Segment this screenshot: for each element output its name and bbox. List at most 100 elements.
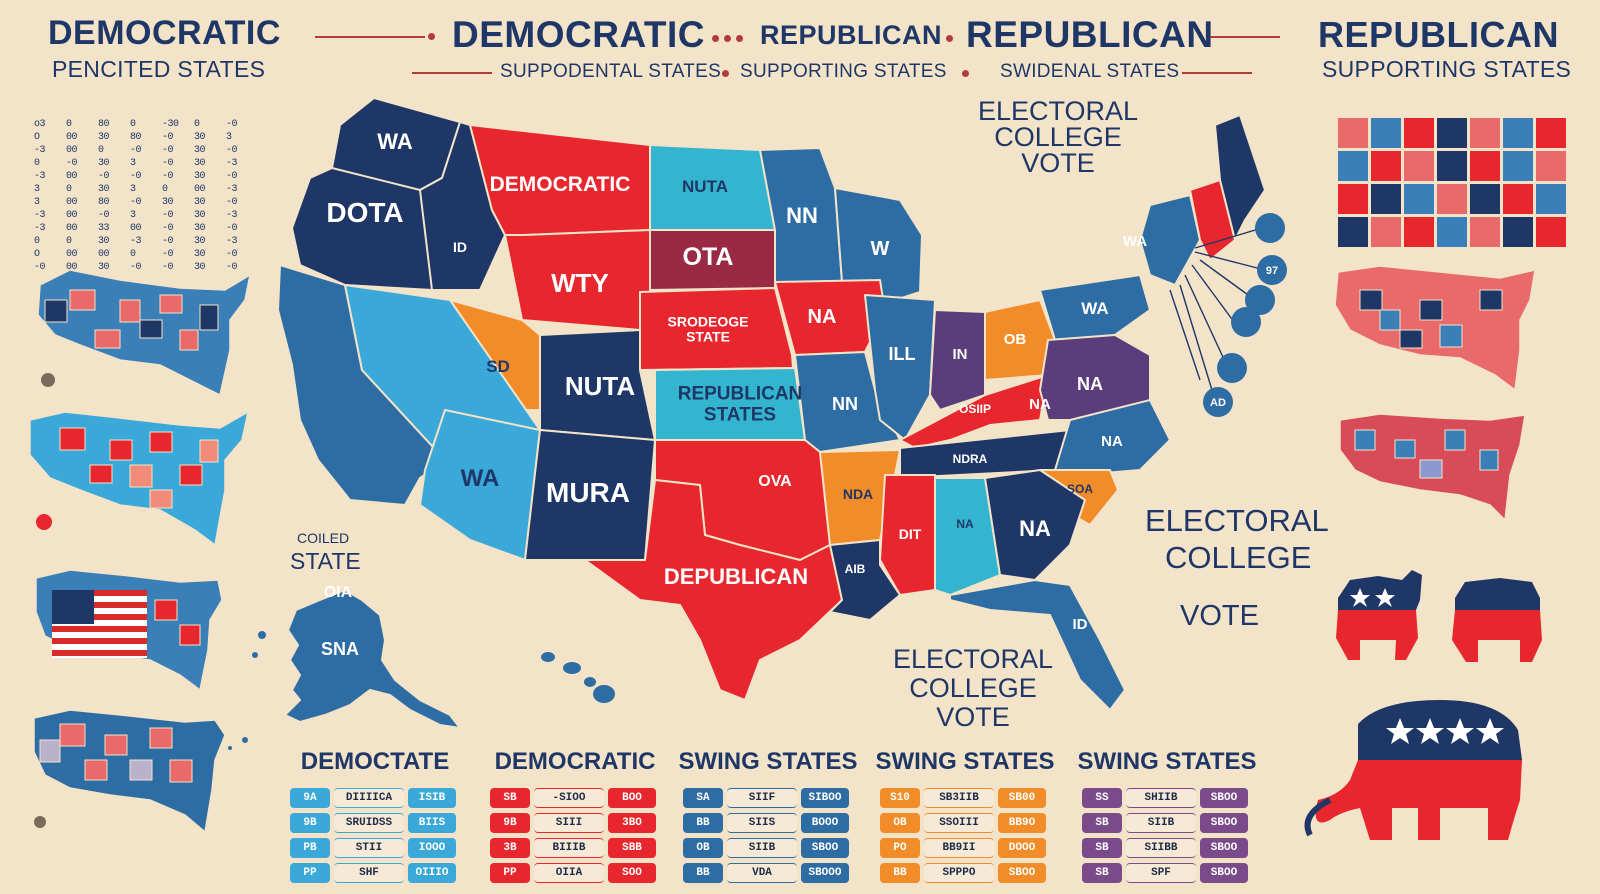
- table-title: SWING STATES: [1077, 748, 1257, 775]
- table-cell: SIIS: [727, 813, 797, 833]
- state-label: NA: [808, 306, 837, 328]
- grid-square: [1404, 118, 1434, 148]
- table-cell: SPPPO: [924, 863, 994, 883]
- state-label: SNA: [321, 639, 359, 659]
- table-cell: SBOO: [1200, 788, 1248, 808]
- table-cell: SBB: [608, 838, 656, 858]
- state-label: ID: [453, 239, 467, 255]
- table-cell: SIIF: [727, 788, 797, 808]
- state-label: WA: [1081, 299, 1108, 318]
- state-label: WA: [377, 129, 413, 154]
- state-label: NUTA: [682, 177, 728, 196]
- electoral-vote-right-1: ELECTORAL: [1145, 503, 1329, 538]
- table-cell: BIIIB: [534, 838, 604, 858]
- table-cell: SB: [1082, 813, 1122, 833]
- table-cell: SB: [490, 788, 530, 808]
- header-center-title-2: REPUBLICAN: [760, 20, 943, 50]
- header-left-subtitle: PENCITED STATES: [52, 56, 266, 82]
- grid-square: [1470, 151, 1500, 181]
- table-cell: SOO: [608, 863, 656, 883]
- grid-square: [1371, 151, 1401, 181]
- table-cell: SBOO: [1200, 863, 1248, 883]
- table-cell: OB: [880, 813, 920, 833]
- state-label: DEPUBLICAN: [664, 564, 808, 589]
- state-label: NN: [786, 203, 818, 228]
- state-region: [934, 477, 1001, 596]
- header-divider: [315, 36, 425, 38]
- table-cell: BOO: [608, 788, 656, 808]
- header-divider: [1210, 36, 1280, 38]
- header-dot: [736, 35, 743, 42]
- mini-map-4: [33, 709, 226, 834]
- state-region: [984, 469, 1086, 581]
- table-cell: DOOO: [998, 838, 1046, 858]
- grid-square: [1437, 217, 1467, 247]
- state-region: [1214, 114, 1266, 241]
- table-cell: SPF: [1126, 863, 1196, 883]
- electoral-vote-right-2: COLLEGE: [1165, 540, 1312, 575]
- state-label: OIA: [324, 584, 353, 601]
- table-cell: SBOO: [801, 838, 849, 858]
- state-label: SRODEOGE STATE: [668, 313, 749, 344]
- grid-square: [1338, 184, 1368, 214]
- state-label: NA: [1101, 433, 1123, 450]
- table-cell: 3BO: [608, 813, 656, 833]
- header-center-title-3: REPUBLICAN: [966, 14, 1214, 55]
- grid-square: [1338, 217, 1368, 247]
- state-label: OSIIP: [959, 402, 991, 416]
- grid-square: [1437, 151, 1467, 181]
- table-cell: OIIIO: [408, 863, 456, 883]
- grid-square: [1404, 217, 1434, 247]
- northeast-badges: 97 AD: [1203, 213, 1287, 417]
- elephant-icon-large: [1304, 700, 1522, 840]
- state-label: NA: [1019, 516, 1051, 541]
- table-cell: SIBOO: [801, 788, 849, 808]
- state-label: AIB: [845, 562, 866, 576]
- grid-square: [1437, 184, 1467, 214]
- states-layer: [277, 97, 1266, 711]
- table-cell: S10: [880, 788, 920, 808]
- state-label: NDRA: [953, 452, 988, 466]
- state-label: DIT: [899, 526, 922, 542]
- table-cell: -SIOO: [534, 788, 604, 808]
- grid-square: [1503, 118, 1533, 148]
- table-cell: SB3IIB: [924, 788, 994, 808]
- right-mini-map-1: [1334, 265, 1536, 392]
- state-label: SD: [486, 357, 510, 376]
- table-cell: BB: [880, 863, 920, 883]
- electoral-vote-right-3: VOTE: [1180, 600, 1259, 632]
- grid-square: [1404, 151, 1434, 181]
- table-cell: 9B: [490, 813, 530, 833]
- state-label: ID: [1073, 616, 1088, 633]
- legend-column: 80 30 0 30 -0 30 80 -0 33 30 00 30: [98, 119, 110, 273]
- state-region: [344, 284, 541, 461]
- mini-map-2: [29, 410, 250, 547]
- state-label: OTA: [683, 243, 734, 271]
- table-cell: 9A: [290, 788, 330, 808]
- table-cell: 9B: [290, 813, 330, 833]
- table-cell: BB9O: [998, 813, 1046, 833]
- northeast-callouts: [1169, 227, 1266, 401]
- grid-square: [1470, 217, 1500, 247]
- header-divider: [412, 72, 492, 74]
- grid-square: [1536, 184, 1566, 214]
- grid-square: [1470, 118, 1500, 148]
- table-cell: SIIBB: [1126, 838, 1196, 858]
- grid-square: [1470, 184, 1500, 214]
- table-cell: PP: [290, 863, 330, 883]
- table-cell: OIIA: [534, 863, 604, 883]
- state-region: [829, 539, 901, 621]
- header-dot: [724, 35, 731, 42]
- legend-column: -30 -0 -0 -0 -0 0 30 -0 -0 -0 -0 -0: [162, 119, 179, 273]
- table-title: SWING STATES: [875, 748, 1055, 775]
- state-label: REPUBLICAN STATES: [678, 384, 803, 426]
- header-center-sub-2: SUPPORTING STATES: [740, 61, 947, 82]
- header-dot: [946, 35, 953, 42]
- grid-square: [1404, 184, 1434, 214]
- callout-badge-label: AD: [1210, 397, 1226, 409]
- table-cell: STII: [334, 838, 404, 858]
- state-alaska: [283, 588, 463, 730]
- table-cell: SIII: [534, 813, 604, 833]
- grid-square: [1503, 184, 1533, 214]
- table-cell: PB: [290, 838, 330, 858]
